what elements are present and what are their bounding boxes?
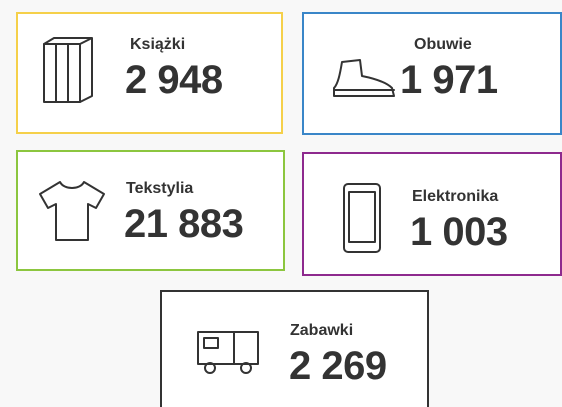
card: Obuwie 1 971 (302, 12, 562, 135)
card: Książki 2 948 (16, 12, 283, 134)
card-value: 1 003 (410, 210, 508, 254)
card-value: 1 971 (400, 58, 498, 102)
phone-icon (343, 183, 381, 253)
card: Elektronika 1 003 (302, 152, 562, 276)
card-value: 2 269 (289, 344, 387, 388)
shoe-icon (333, 59, 395, 97)
card: Tekstylia 21 883 (16, 150, 285, 271)
shirt-icon (39, 181, 105, 241)
card-label: Obuwie (414, 36, 472, 53)
card-label: Zabawki (290, 322, 354, 339)
card-value: 21 883 (124, 202, 244, 246)
books-icon (43, 37, 93, 103)
card-label: Tekstylia (126, 180, 194, 197)
card-label: Elektronika (412, 188, 499, 205)
card-label: Książki (130, 36, 186, 53)
truck-icon (197, 331, 259, 374)
card: Zabawki 2 269 (160, 290, 429, 407)
card-value: 2 948 (125, 58, 223, 102)
